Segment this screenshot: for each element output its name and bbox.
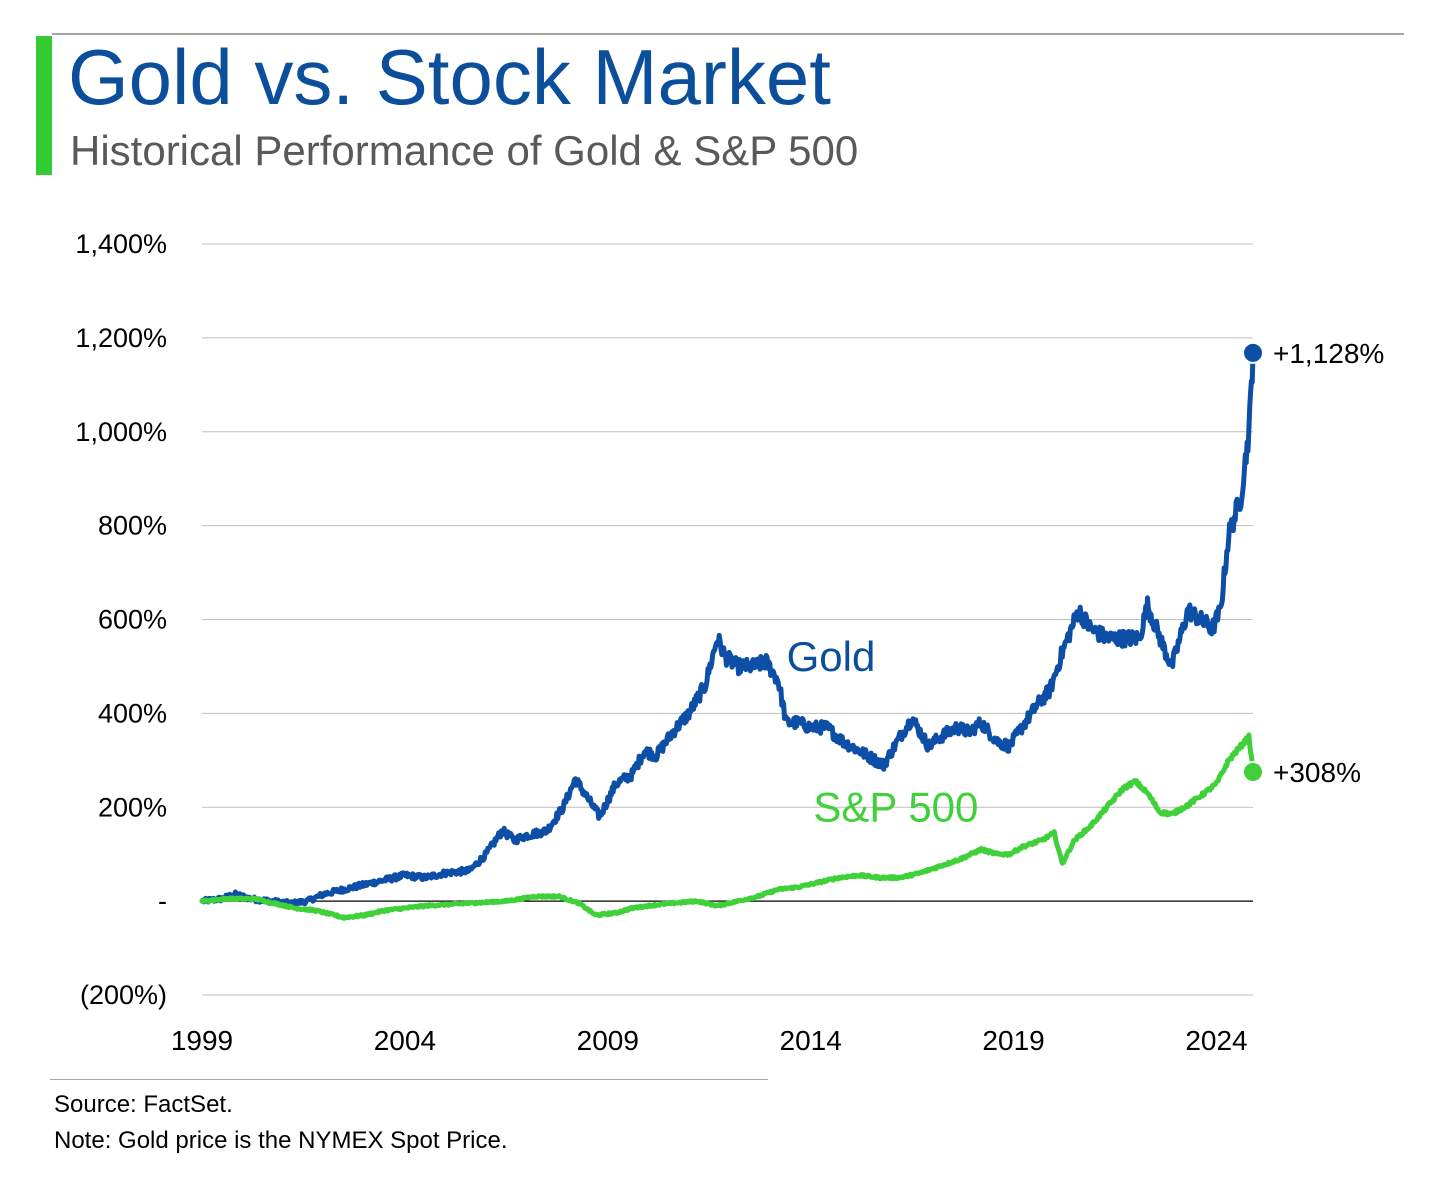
sp500-line [199, 732, 1256, 921]
top-rule [52, 33, 1404, 35]
x-tick-label: 1999 [171, 1025, 233, 1056]
x-tick-label: 2019 [982, 1025, 1044, 1056]
labels: +1,128% Gold +308% S&P 500 [787, 338, 1385, 830]
accent-bar [36, 36, 52, 175]
y-tick-label: 600% [98, 605, 167, 635]
y-tick-label: 1,000% [75, 417, 167, 447]
gold-end-marker [1242, 341, 1264, 364]
source-note: Source: FactSet. [54, 1091, 233, 1118]
y-tick-label: 800% [98, 511, 167, 541]
footer-rule [50, 1079, 768, 1080]
y-tick-label: (200%) [80, 980, 167, 1010]
gold-series-label: Gold [787, 633, 876, 680]
x-tick-label: 2004 [374, 1025, 436, 1056]
y-tick-label: 200% [98, 792, 167, 822]
x-tick-label: 2014 [780, 1025, 842, 1056]
gold-line [199, 350, 1256, 908]
chart-subtitle: Historical Performance of Gold & S&P 500 [70, 127, 859, 174]
y-tick-label: 1,200% [75, 323, 167, 353]
y-tick-label: 1,400% [75, 229, 167, 259]
gold-price-note: Note: Gold price is the NYMEX Spot Price… [54, 1127, 508, 1154]
sp500-series-label: S&P 500 [813, 783, 978, 830]
axes: (200%) - 200% 400% 600% 800% 1,000% 1,200% 1,400… [75, 229, 1247, 1056]
gold-end-label: +1,128% [1273, 338, 1384, 369]
chart-title: Gold vs. Stock Market [68, 33, 831, 121]
x-tick-label: 2009 [577, 1025, 639, 1056]
series [199, 350, 1256, 921]
x-tick-label: 2024 [1185, 1025, 1247, 1056]
y-tick-label: 400% [98, 698, 167, 728]
sp500-end-label: +308% [1273, 757, 1361, 788]
sp500-end-marker [1242, 761, 1264, 784]
y-tick-label: - [158, 886, 167, 916]
